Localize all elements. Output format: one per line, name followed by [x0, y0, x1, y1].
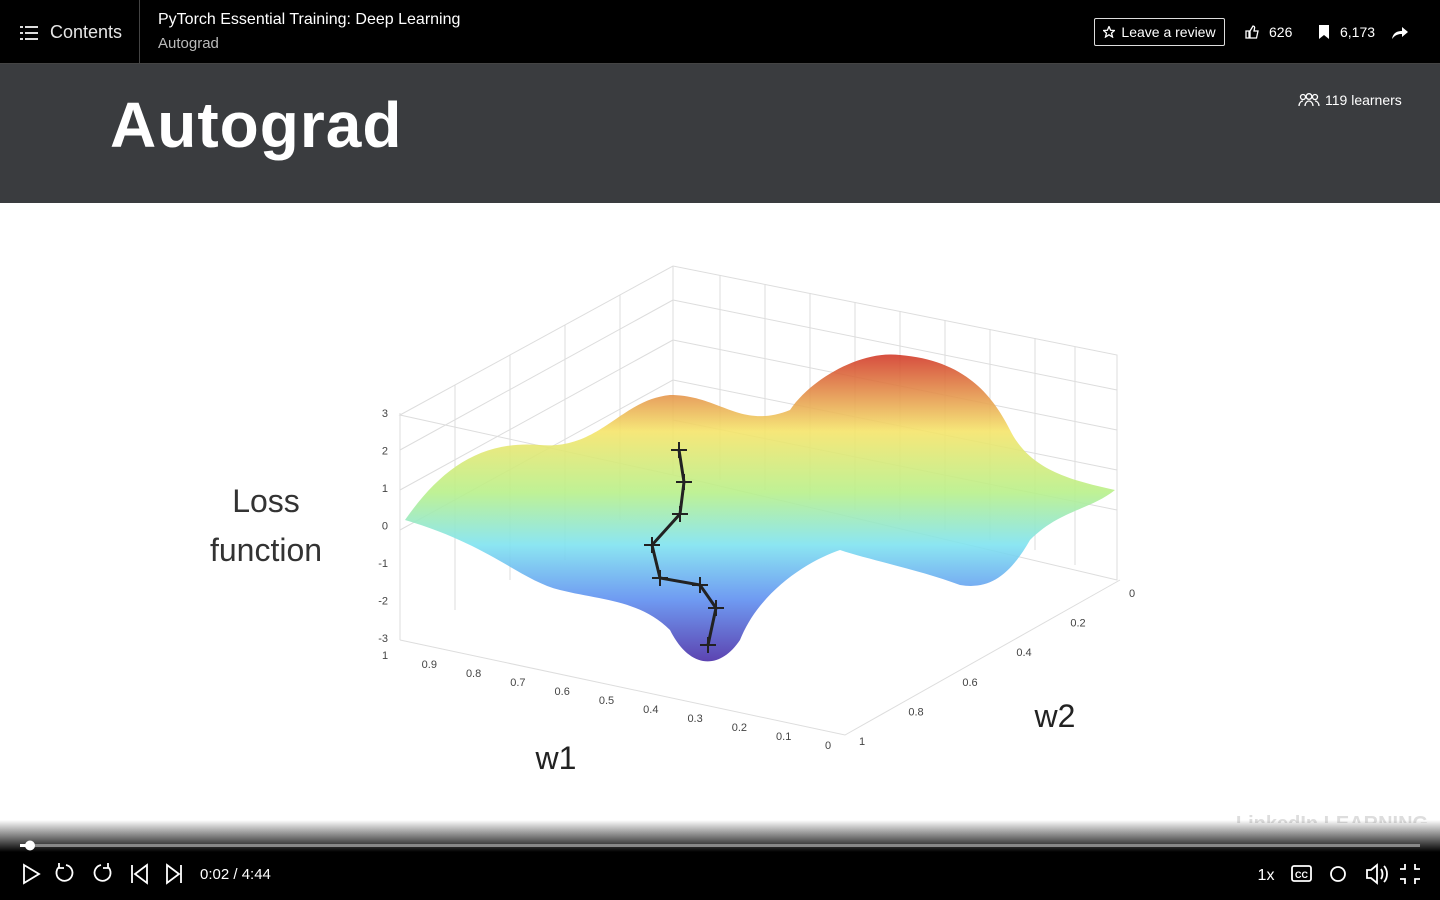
progress-handle[interactable] — [25, 840, 35, 851]
w2-tick-label: 0.2 — [1070, 618, 1085, 630]
w2-label: w2 — [1034, 698, 1076, 734]
rewind-button[interactable] — [55, 863, 74, 882]
z-tick-label: 3 — [382, 408, 388, 420]
w1-tick-label: 0.4 — [643, 704, 658, 716]
time-display: 0:02 / 4:44 — [200, 866, 271, 883]
w1-tick-label: 0.7 — [510, 677, 525, 689]
like-count: 626 — [1269, 24, 1293, 40]
learners: 119 learners — [1298, 92, 1402, 108]
w2-tick-label: 0 — [1129, 588, 1135, 600]
w2-tick-label: 1 — [859, 736, 865, 748]
control-bar — [0, 820, 1440, 900]
controls: 0:02 / 4:44 1x CC — [20, 840, 1420, 885]
descent-markers — [644, 442, 724, 653]
captions-label: CC — [1295, 870, 1308, 880]
w2-tick-label: 0.4 — [1016, 647, 1031, 659]
like-button[interactable]: 626 — [1245, 24, 1292, 40]
slide-header — [0, 64, 1440, 203]
z-tick-label: 0 — [382, 521, 388, 533]
contents-button[interactable]: Contents — [20, 22, 122, 43]
watermark: LinkedIn LEARNING — [1236, 813, 1428, 823]
w1-tick-label: 0.2 — [732, 722, 747, 734]
list-icon — [20, 25, 38, 40]
z-tick-label: 1 — [382, 483, 388, 495]
review-label: Leave a review — [1121, 24, 1216, 40]
captions-button[interactable] — [1291, 865, 1312, 882]
bookmark-icon — [1319, 25, 1329, 39]
w2-tick-label: 0.8 — [908, 706, 923, 718]
w1-tick-label: 0.1 — [776, 731, 791, 743]
slide-plot: 3 2 1 0 -1 -2 -3 1 0.9 0.8 0.7 0.6 0.5 0.4 0.3 0.2 0.1 0 0… — [210, 265, 1428, 823]
w1-tick-label: 0.9 — [422, 659, 437, 671]
speed-button[interactable]: 1x — [1258, 867, 1275, 884]
like-icon — [1245, 25, 1259, 39]
w1-tick-label: 0.6 — [555, 686, 570, 698]
loss-surface — [405, 354, 1115, 662]
review-button[interactable]: Leave a review — [1094, 18, 1225, 46]
fullscreen-button[interactable] — [1400, 864, 1420, 884]
divider — [139, 0, 140, 63]
top-bar: Contents PyTorch Essential Training: Dee… — [0, 0, 1440, 64]
w1-label: w1 — [535, 740, 577, 776]
people-icon — [1298, 93, 1320, 107]
progress-track[interactable] — [20, 844, 1420, 847]
settings-button[interactable] — [1330, 866, 1346, 882]
w1-tick-label: 0.5 — [599, 695, 614, 707]
w1-tick-label: 0 — [825, 740, 831, 752]
z-tick-label: -2 — [378, 596, 388, 608]
w2-tick-label: 0.6 — [962, 677, 977, 689]
previous-button[interactable] — [131, 863, 148, 885]
play-button[interactable] — [23, 863, 41, 885]
save-count: 6,173 — [1340, 24, 1376, 40]
z-tick-label: 2 — [382, 446, 388, 458]
next-button[interactable] — [166, 863, 182, 885]
star-icon — [1103, 26, 1116, 38]
w1-tick-label: 1 — [382, 650, 388, 662]
learners-count: 119 learners — [1325, 92, 1402, 108]
volume-button[interactable] — [1366, 863, 1388, 885]
slide-title: Autograd — [110, 89, 403, 161]
z-label-line: Loss — [232, 483, 300, 519]
forward-button[interactable] — [93, 863, 112, 882]
video-title: Autograd — [158, 35, 219, 52]
contents-label: Contents — [50, 22, 123, 42]
z-label-line: function — [210, 532, 322, 568]
save-button[interactable]: 6,173 — [1318, 24, 1375, 40]
w1-tick-label: 0.3 — [687, 713, 702, 725]
z-tick-label: -3 — [378, 633, 388, 645]
share-button[interactable] — [1391, 24, 1409, 40]
w1-tick-label: 0.8 — [466, 668, 481, 680]
z-tick-label: -1 — [378, 558, 388, 570]
course-title: PyTorch Essential Training: Deep Learnin… — [158, 11, 461, 28]
